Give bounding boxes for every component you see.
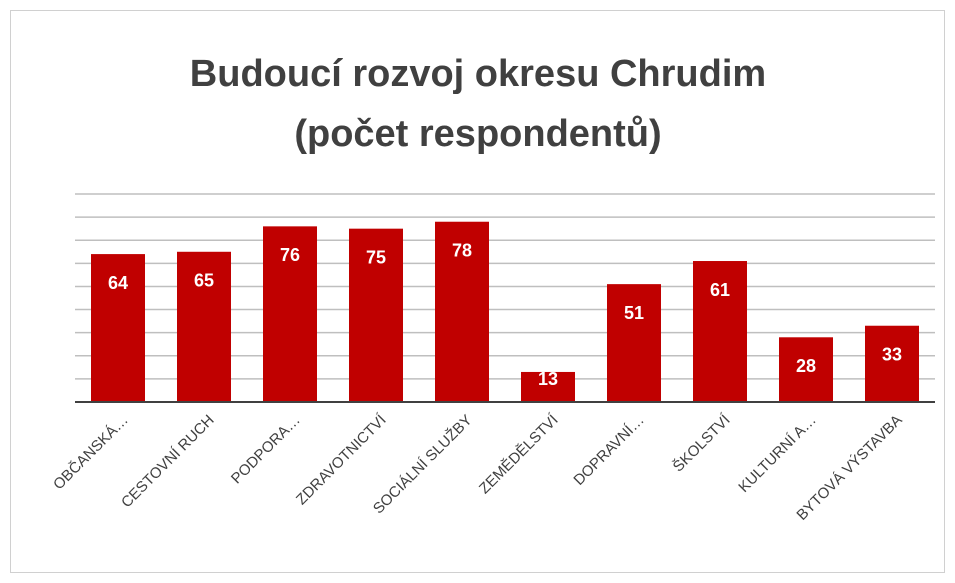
bar [693, 261, 747, 402]
bar [91, 254, 145, 402]
data-label: 13 [538, 369, 558, 389]
data-label: 76 [280, 245, 300, 265]
bar [607, 284, 661, 402]
bar [177, 251, 231, 402]
bar [435, 221, 489, 402]
data-label: 33 [882, 344, 902, 364]
chart-title: Budoucí rozvoj okresu Chrudim [190, 53, 766, 95]
data-label: 75 [366, 247, 386, 267]
data-label: 64 [108, 273, 128, 293]
data-label: 51 [624, 303, 644, 323]
bar [349, 228, 403, 402]
data-label: 28 [796, 356, 816, 376]
data-label: 61 [710, 280, 730, 300]
bar [779, 337, 833, 402]
bar [263, 226, 317, 402]
data-label: 65 [194, 271, 214, 291]
bar [865, 325, 919, 402]
data-label: 78 [452, 240, 472, 260]
chart-title: (počet respondentů) [294, 113, 661, 155]
bar [521, 371, 575, 402]
